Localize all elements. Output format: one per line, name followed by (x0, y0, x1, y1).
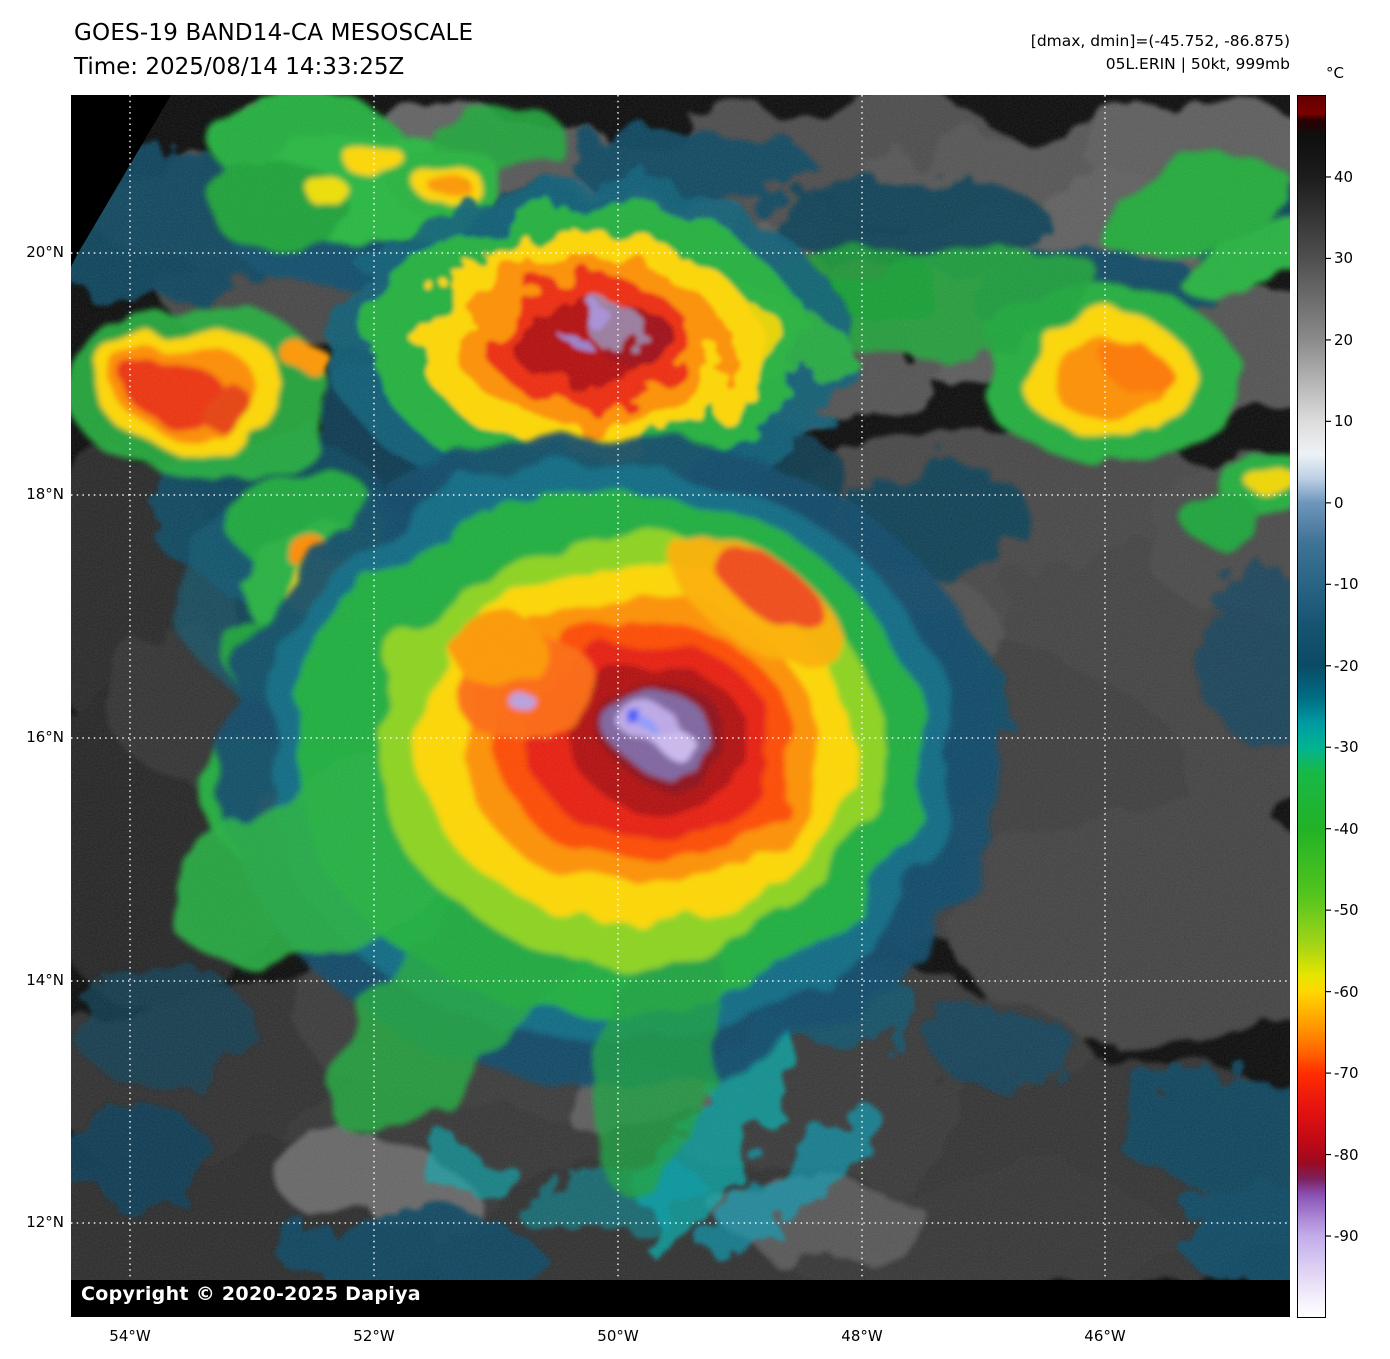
colorbar-tick-label: -80 (1334, 1145, 1359, 1164)
colorbar-tick-label: 40 (1334, 167, 1354, 186)
noise-texture (71, 95, 1290, 1280)
colorbar-ticks (1325, 176, 1331, 1237)
product-title: GOES-19 BAND14-CA MESOSCALE (74, 20, 474, 46)
longitude-label: 50°W (597, 1327, 639, 1345)
longitude-label: 54°W (109, 1327, 151, 1345)
no-data-wedge (71, 95, 171, 267)
no-data-bottom-strip (71, 1280, 1290, 1317)
timestamp: Time: 2025/08/14 14:33:25Z (74, 54, 405, 80)
latitude-label: 18°N (26, 485, 64, 503)
colorbar-tick-label: -50 (1334, 901, 1359, 920)
colorbar-tick-label: 10 (1334, 412, 1354, 431)
colorbar-tick-label: -60 (1334, 982, 1359, 1001)
latitude-label: 14°N (26, 971, 64, 989)
longitude-label: 52°W (353, 1327, 395, 1345)
copyright-label: Copyright © 2020-2025 Dapiya (81, 1283, 421, 1305)
satellite-imagery (71, 95, 1290, 1317)
colorbar-tick-label: 0 (1334, 493, 1344, 512)
colorbar-tick-label: 30 (1334, 249, 1354, 268)
colorbar-tick-label: -10 (1334, 575, 1359, 594)
header-right: [dmax, dmin]=(-45.752, -86.875) 05L.ERIN… (1031, 30, 1290, 76)
storm-info: 05L.ERIN | 50kt, 999mb (1105, 55, 1290, 73)
colorbar-tick-label: -40 (1334, 819, 1359, 838)
longitude-label: 48°W (841, 1327, 883, 1345)
colorbar-unit-label: °C (1326, 64, 1344, 82)
latitude-label: 12°N (26, 1213, 64, 1231)
temperature-colorbar (1297, 95, 1331, 1318)
latitude-label: 20°N (26, 243, 64, 261)
colorbar-tick-label: -20 (1334, 656, 1359, 675)
dmax-dmin-readout: [dmax, dmin]=(-45.752, -86.875) (1030, 32, 1290, 50)
colorbar-tick-label: -90 (1334, 1227, 1359, 1246)
colorbar-tick-label: -30 (1334, 738, 1359, 757)
colorbar-gradient (1297, 95, 1326, 1318)
map-area: Copyright © 2020-2025 Dapiya (71, 95, 1290, 1317)
colorbar-tick-label: 20 (1334, 330, 1354, 349)
colorbar-tick-label: -70 (1334, 1064, 1359, 1083)
longitude-label: 46°W (1084, 1327, 1126, 1345)
latitude-label: 16°N (26, 728, 64, 746)
grid-overlay (71, 95, 1290, 1280)
